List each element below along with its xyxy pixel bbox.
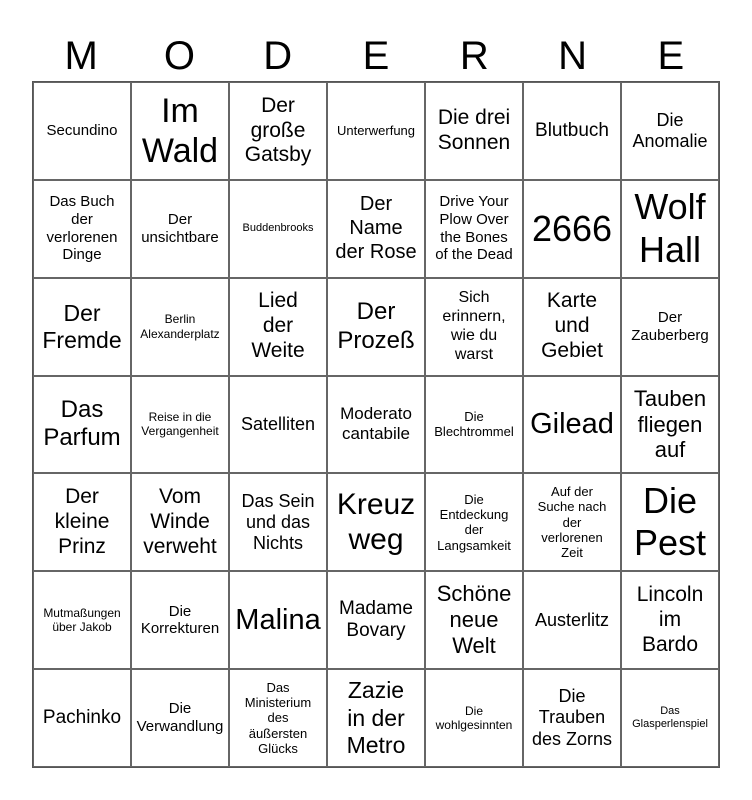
bingo-cell[interactable]: Mutmaßungen über Jakob: [33, 571, 131, 670]
bingo-cell[interactable]: Secundino: [33, 82, 131, 180]
bingo-cell[interactable]: Unterwerfung: [327, 82, 425, 180]
bingo-cell[interactable]: Lied der Weite: [229, 277, 327, 376]
bingo-cell[interactable]: Die Korrekturen: [131, 571, 229, 670]
bingo-cell[interactable]: Blutbuch: [523, 82, 621, 180]
header-letter: M: [64, 34, 98, 78]
bingo-cell[interactable]: Die Trauben des Zorns: [523, 669, 621, 767]
header-letter: E: [657, 34, 685, 78]
bingo-cell[interactable]: Zazie in der Metro: [327, 669, 425, 767]
bingo-cell[interactable]: Moderato cantabile: [327, 375, 425, 474]
bingo-cell[interactable]: Madame Bovary: [327, 571, 425, 670]
header-letter: O: [163, 34, 195, 78]
header-letter: D: [263, 34, 293, 78]
bingo-cell[interactable]: Der kleine Prinz: [33, 473, 131, 572]
bingo-cell[interactable]: Die Pest: [621, 473, 719, 572]
header-letter: E: [362, 34, 390, 78]
bingo-cell[interactable]: Die Blechtrommel: [425, 375, 523, 474]
bingo-cell[interactable]: Wolf Hall: [621, 179, 719, 278]
bingo-cell[interactable]: Die Entdeckung der Langsamkeit: [425, 473, 523, 572]
bingo-cell[interactable]: Vom Winde verweht: [131, 473, 229, 572]
bingo-cell[interactable]: Kreuz weg: [327, 473, 425, 572]
bingo-cell[interactable]: Das Sein und das Nichts: [229, 473, 327, 572]
bingo-cell[interactable]: Die Verwandlung: [131, 669, 229, 767]
bingo-cell[interactable]: Lincoln im Bardo: [621, 571, 719, 670]
bingo-cell[interactable]: Der unsichtbare: [131, 179, 229, 278]
bingo-cell[interactable]: Austerlitz: [523, 571, 621, 670]
header-letter: R: [459, 34, 489, 78]
bingo-cell[interactable]: Reise in die Vergangenheit: [131, 375, 229, 474]
bingo-cell[interactable]: Pachinko: [33, 669, 131, 767]
bingo-cell[interactable]: Satelliten: [229, 375, 327, 474]
bingo-cell[interactable]: Der Prozeß: [327, 277, 425, 376]
bingo-cell[interactable]: Buddenbrooks: [229, 179, 327, 278]
bingo-cell[interactable]: Der große Gatsby: [229, 82, 327, 180]
bingo-cell[interactable]: Das Ministerium des äußersten Glücks: [229, 669, 327, 767]
bingo-cell[interactable]: Das Buch der verlorenen Dinge: [33, 179, 131, 278]
bingo-cell[interactable]: Karte und Gebiet: [523, 277, 621, 376]
bingo-cell[interactable]: Schöne neue Welt: [425, 571, 523, 670]
bingo-cell[interactable]: Malina: [229, 571, 327, 670]
bingo-cell[interactable]: Berlin Alexanderplatz: [131, 277, 229, 376]
bingo-cell[interactable]: Die Anomalie: [621, 82, 719, 180]
bingo-cell[interactable]: Gilead: [523, 375, 621, 474]
bingo-cell[interactable]: Die drei Sonnen: [425, 82, 523, 180]
bingo-cell[interactable]: Tauben fliegen auf: [621, 375, 719, 474]
bingo-cell[interactable]: 2666: [523, 179, 621, 278]
bingo-cell[interactable]: Das Glasperlenspiel: [621, 669, 719, 767]
bingo-grid: Secundino Im Wald Der große Gatsby Unterwer…: [32, 81, 720, 768]
bingo-cell[interactable]: Der Fremde: [33, 277, 131, 376]
bingo-cell[interactable]: Auf der Suche nach der verlorenen Zeit: [523, 473, 621, 572]
bingo-cell[interactable]: Der Name der Rose: [327, 179, 425, 278]
bingo-cell[interactable]: Sich erinnern, wie du warst: [425, 277, 523, 376]
bingo-cell[interactable]: Im Wald: [131, 82, 229, 180]
bingo-cell[interactable]: Das Parfum: [33, 375, 131, 474]
bingo-cell[interactable]: Der Zauberberg: [621, 277, 719, 376]
bingo-cell[interactable]: Drive Your Plow Over the Bones of the De…: [425, 179, 523, 278]
bingo-cell[interactable]: Die wohlgesinnten: [425, 669, 523, 767]
header-letter: N: [558, 34, 587, 78]
